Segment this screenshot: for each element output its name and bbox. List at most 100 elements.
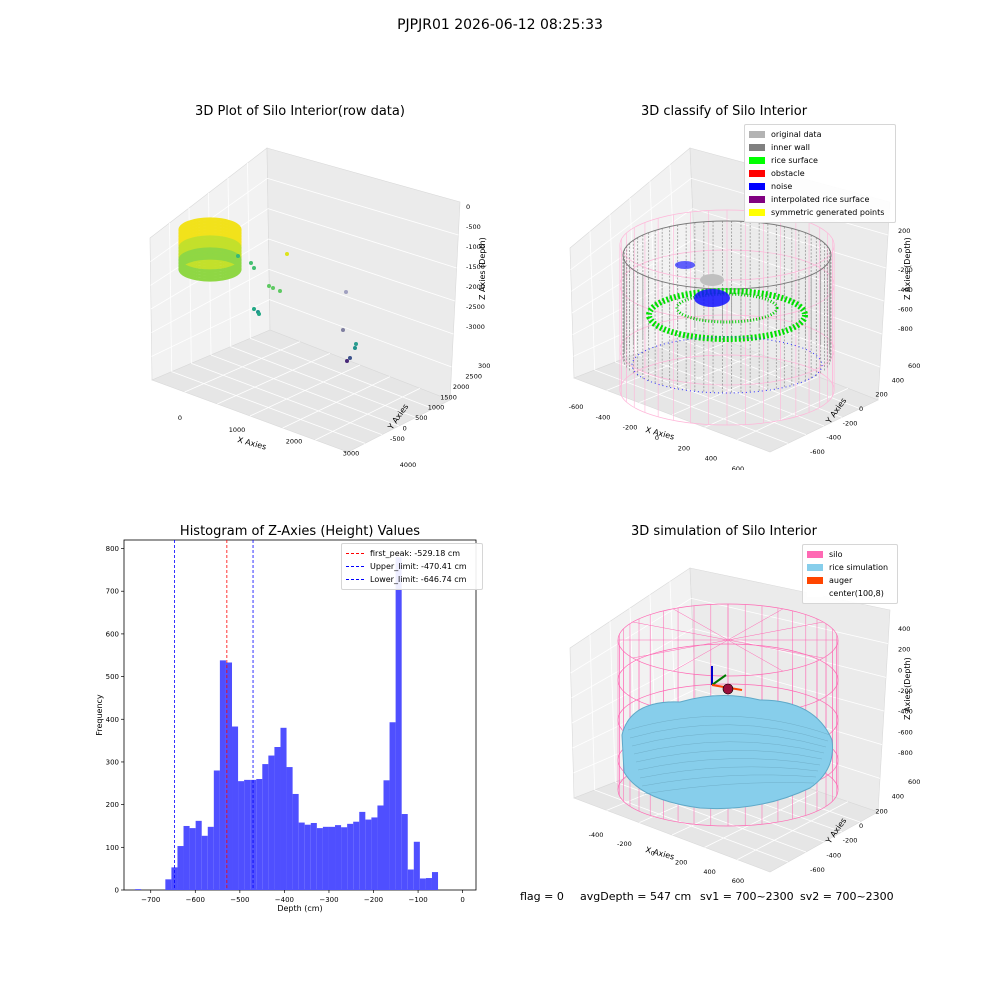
histogram-bar [195, 820, 202, 890]
raw-data-point [252, 266, 256, 270]
grid-line [268, 268, 454, 335]
grid-line [573, 299, 697, 357]
y-tick-label: 500 [106, 673, 119, 681]
histogram-bar [256, 779, 263, 890]
histogram-bar [232, 726, 239, 890]
raw-data-point [252, 307, 256, 311]
rice-surface-points [646, 288, 808, 342]
histogram-bar [359, 811, 366, 890]
histogram-bar [219, 660, 226, 890]
legend-swatch [807, 551, 823, 558]
simulation-z-tick: -800 [898, 749, 913, 757]
simulation-x-tick: 0 [651, 849, 655, 857]
classify-z-tick: 0 [898, 247, 902, 255]
y-tick-label: 400 [106, 716, 119, 724]
silo-roof-spoke [727, 621, 824, 641]
rice-mesh-line [635, 750, 823, 763]
legend-label: obstacle [771, 169, 805, 178]
histogram-bar [316, 828, 323, 890]
raw-data-point [341, 328, 345, 332]
histogram-bar [425, 878, 432, 890]
simulation-y-tick: 200 [875, 807, 887, 815]
simulation-x-tick: 200 [675, 859, 687, 867]
raw-y-tick: 500 [415, 414, 427, 422]
raw-z-tick: -2000 [466, 283, 485, 291]
legend-entry: symmetric generated points [749, 206, 891, 219]
legend-entry: obstacle [749, 167, 891, 180]
silo-roof-spoke [672, 608, 729, 641]
classify-z-tick: -800 [898, 325, 913, 333]
legend-swatch [749, 157, 765, 164]
center-marker [722, 683, 734, 695]
histogram-bar [371, 817, 378, 890]
simulation-x-tick: -400 [589, 831, 604, 839]
legend-swatch [807, 590, 823, 597]
classify-z-tick: -600 [898, 305, 913, 313]
histogram-bar [389, 722, 396, 890]
histogram-bar [268, 755, 275, 890]
histogram-bar [225, 662, 233, 890]
y-tick-label: 800 [106, 545, 119, 553]
histogram-bar [274, 747, 281, 890]
classify-y-tick: 400 [892, 376, 904, 384]
simulation-y-tick: -600 [810, 866, 825, 874]
legend-entry: center(100,8) [807, 587, 893, 600]
grid-line [267, 177, 459, 236]
histogram-bar [347, 823, 354, 890]
legend-label: interpolated rice surface [771, 195, 870, 204]
raw-x-tick: 1000 [229, 426, 246, 434]
grid-line [269, 299, 452, 368]
histogram-bar [135, 889, 142, 890]
raw-data-point [236, 254, 240, 258]
sv2-text: sv2 = 700~2300 [800, 890, 894, 903]
histogram-bar [213, 770, 220, 890]
rice-mesh-line [627, 715, 831, 736]
histogram-chart: −700 −600 −500 −400 −300 −200 −100 0 0 100 200 300 4… [95, 539, 477, 913]
rice-mesh-line [629, 724, 829, 742]
histogram-bar [431, 872, 439, 890]
legend-swatch [749, 144, 765, 151]
silo-roof-spoke [672, 639, 729, 672]
histogram-bar [322, 826, 329, 890]
raw-data-point [348, 356, 352, 360]
legend-swatch [749, 183, 765, 190]
legend-label: symmetric generated points [771, 208, 885, 217]
legend-label: Lower_limit: -646.74 cm [370, 575, 467, 584]
raw-z-label: Z Axies (Depth) [478, 237, 487, 300]
rice-mesh-line [631, 733, 827, 748]
x-tick-label: 0 [460, 896, 464, 904]
histogram-bars [135, 557, 439, 890]
raw-data-point [344, 290, 348, 294]
raw-plot-title: 3D Plot of Silo Interior(row data) [195, 104, 405, 119]
silo-roof-spoke [632, 639, 729, 659]
x-tick-label: −400 [275, 896, 294, 904]
histogram-x-label: Depth (cm) [277, 904, 322, 913]
simulation-z-tick: -600 [898, 728, 913, 736]
grid-line [692, 208, 887, 269]
rice-mesh-line [639, 766, 819, 779]
raw-y-tick: 1500 [440, 393, 457, 401]
legend-label: original data [771, 130, 822, 139]
histogram-bar [262, 764, 269, 890]
legend-entry: silo [807, 548, 893, 561]
classify-legend: original data inner wall rice surface obsta… [744, 124, 896, 223]
raw-x-tick: 3000 [343, 449, 360, 457]
x-tick-label: −700 [141, 896, 160, 904]
legend-entry: original data [749, 128, 891, 141]
raw-x-label: X Axies [236, 435, 267, 451]
grid-line [693, 238, 885, 302]
legend-entry: auger [807, 574, 893, 587]
legend-entry: inner wall [749, 141, 891, 154]
histogram-bar [171, 867, 178, 890]
center-obstacle-points [700, 274, 724, 286]
raw-data-point [345, 359, 349, 363]
histogram-bar [310, 822, 317, 890]
classify-x-tick: -400 [596, 413, 611, 421]
classify-z-label: Z Axies (Depth) [903, 237, 912, 300]
legend-label: auger [829, 576, 853, 585]
raw-z-tick: -1000 [466, 243, 485, 251]
classify-3d-plot: -600-400-2000200400600-600-400-200020040… [569, 147, 920, 470]
simulation-z-label: Z Axies (Depth) [903, 657, 912, 720]
legend-entry: rice surface [749, 154, 891, 167]
raw-data-point [353, 346, 357, 350]
